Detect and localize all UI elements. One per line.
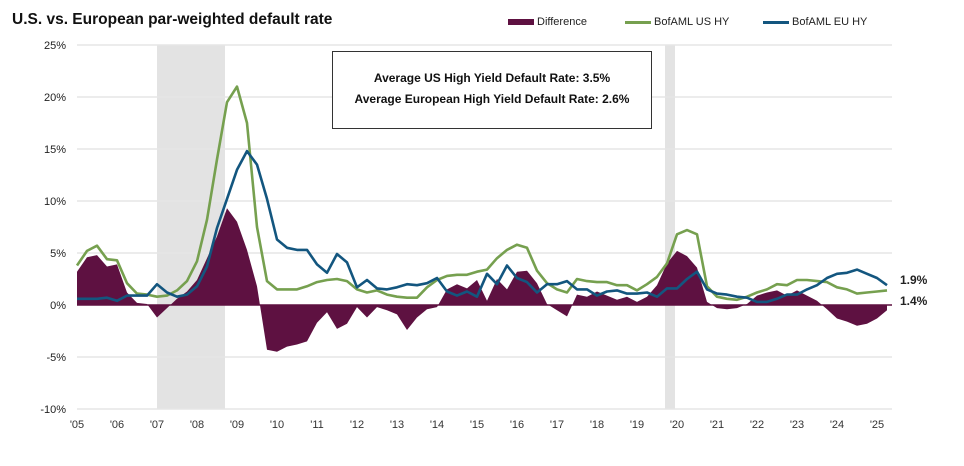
x-tick-label: '17 [550,419,564,431]
x-tick-label: '09 [230,419,244,431]
x-tick-label: '05 [70,419,84,431]
y-tick-label: 0% [50,300,66,312]
line-us-hy [75,85,888,302]
annotation-us-average: Average US High Yield Default Rate: 3.5% [373,71,611,85]
legend-label-eu-hy: BofAML EU HY [792,16,868,28]
x-tick-label: '13 [390,419,404,431]
shaded-period-0 [157,45,225,409]
annotation-eu-average: Average European High Yield Default Rate… [354,92,630,106]
x-tick-label: '16 [510,419,524,431]
x-tick-label: '10 [270,419,284,431]
legend-item-difference: Difference [508,16,587,28]
legend-label-us-hy: BofAML US HY [654,16,730,28]
y-tick-label: 5% [50,248,66,260]
y-tick-label: -5% [46,352,66,364]
chart-title: U.S. vs. European par-weighted default r… [12,11,333,28]
x-tick-label: '08 [190,419,204,431]
shaded-period-1 [665,45,675,409]
legend-item-us-hy: BofAML US HY [625,16,729,28]
x-tick-label: '18 [590,419,604,431]
x-tick-label: '23 [790,419,804,431]
x-tick-label: '11 [310,419,324,431]
x-tick-label: '06 [110,419,124,431]
y-tick-label: 10% [44,196,66,208]
end-label-eu-hy: 1.9% [900,273,928,287]
y-axis: 25% 20% 15% 10% 5% 0% -5% -10% [40,40,66,416]
y-tick-label: 25% [44,40,66,52]
series-layer [75,85,892,352]
x-tick-label: '07 [150,419,164,431]
legend-swatch-us-hy [625,20,651,24]
x-tick-label: '14 [430,419,444,431]
end-label-us-hy: 1.4% [900,294,928,308]
y-tick-label: -10% [40,404,66,416]
shaded-periods [157,45,675,409]
legend-swatch-difference [508,19,534,25]
y-tick-label: 20% [44,92,66,104]
legend-item-eu-hy: BofAML EU HY [763,16,867,28]
x-tick-label: '12 [350,419,364,431]
x-tick-label: '24 [830,419,844,431]
x-tick-label: '15 [470,419,484,431]
line-eu-hy [77,149,888,304]
end-labels: 1.9% 1.4% [900,273,928,308]
x-tick-label: '22 [750,419,764,431]
y-tick-label: 15% [44,144,66,156]
legend-label-difference: Difference [537,16,587,28]
legend-swatch-eu-hy [763,20,789,24]
annotation-box: Average US High Yield Default Rate: 3.5%… [332,51,652,129]
area-difference [77,208,887,352]
x-tick-label: '19 [630,419,644,431]
x-tick-label: '20 [670,419,684,431]
x-tick-label: '25 [870,419,884,431]
x-tick-label: '21 [710,419,724,431]
x-axis: '05 '06 '07 '08 '09 '10 '11 '12 '13 '14 '15 '16 '17 '… [70,419,884,431]
